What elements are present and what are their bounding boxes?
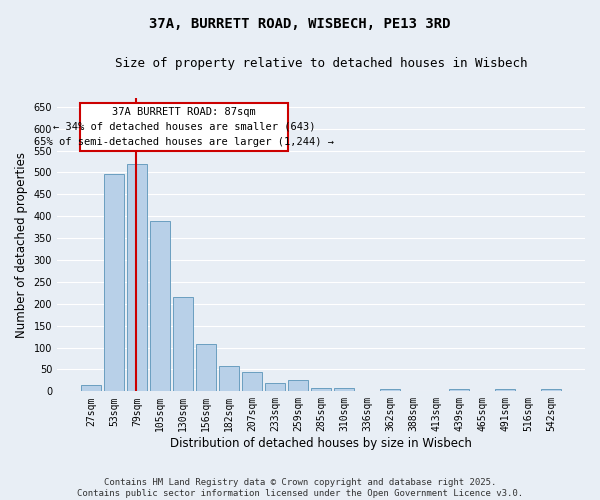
Bar [311,388,331,392]
Bar [150,220,170,392]
Bar [173,297,193,392]
Bar [288,380,308,392]
Bar [496,389,515,392]
Bar [541,389,561,392]
FancyBboxPatch shape [80,104,287,150]
Text: 37A, BURRETT ROAD, WISBECH, PE13 3RD: 37A, BURRETT ROAD, WISBECH, PE13 3RD [149,18,451,32]
Bar [265,382,285,392]
Bar [380,389,400,392]
Bar [334,388,354,392]
Title: Size of property relative to detached houses in Wisbech: Size of property relative to detached ho… [115,58,527,70]
Text: 37A BURRETT ROAD: 87sqm
← 34% of detached houses are smaller (643)
65% of semi-d: 37A BURRETT ROAD: 87sqm ← 34% of detache… [34,107,334,146]
Bar [449,389,469,392]
Y-axis label: Number of detached properties: Number of detached properties [15,152,28,338]
Bar [104,174,124,392]
Text: Contains HM Land Registry data © Crown copyright and database right 2025.
Contai: Contains HM Land Registry data © Crown c… [77,478,523,498]
Bar [219,366,239,392]
Bar [81,385,101,392]
Bar [196,344,216,392]
Bar [127,164,146,392]
Bar [242,372,262,392]
X-axis label: Distribution of detached houses by size in Wisbech: Distribution of detached houses by size … [170,437,472,450]
